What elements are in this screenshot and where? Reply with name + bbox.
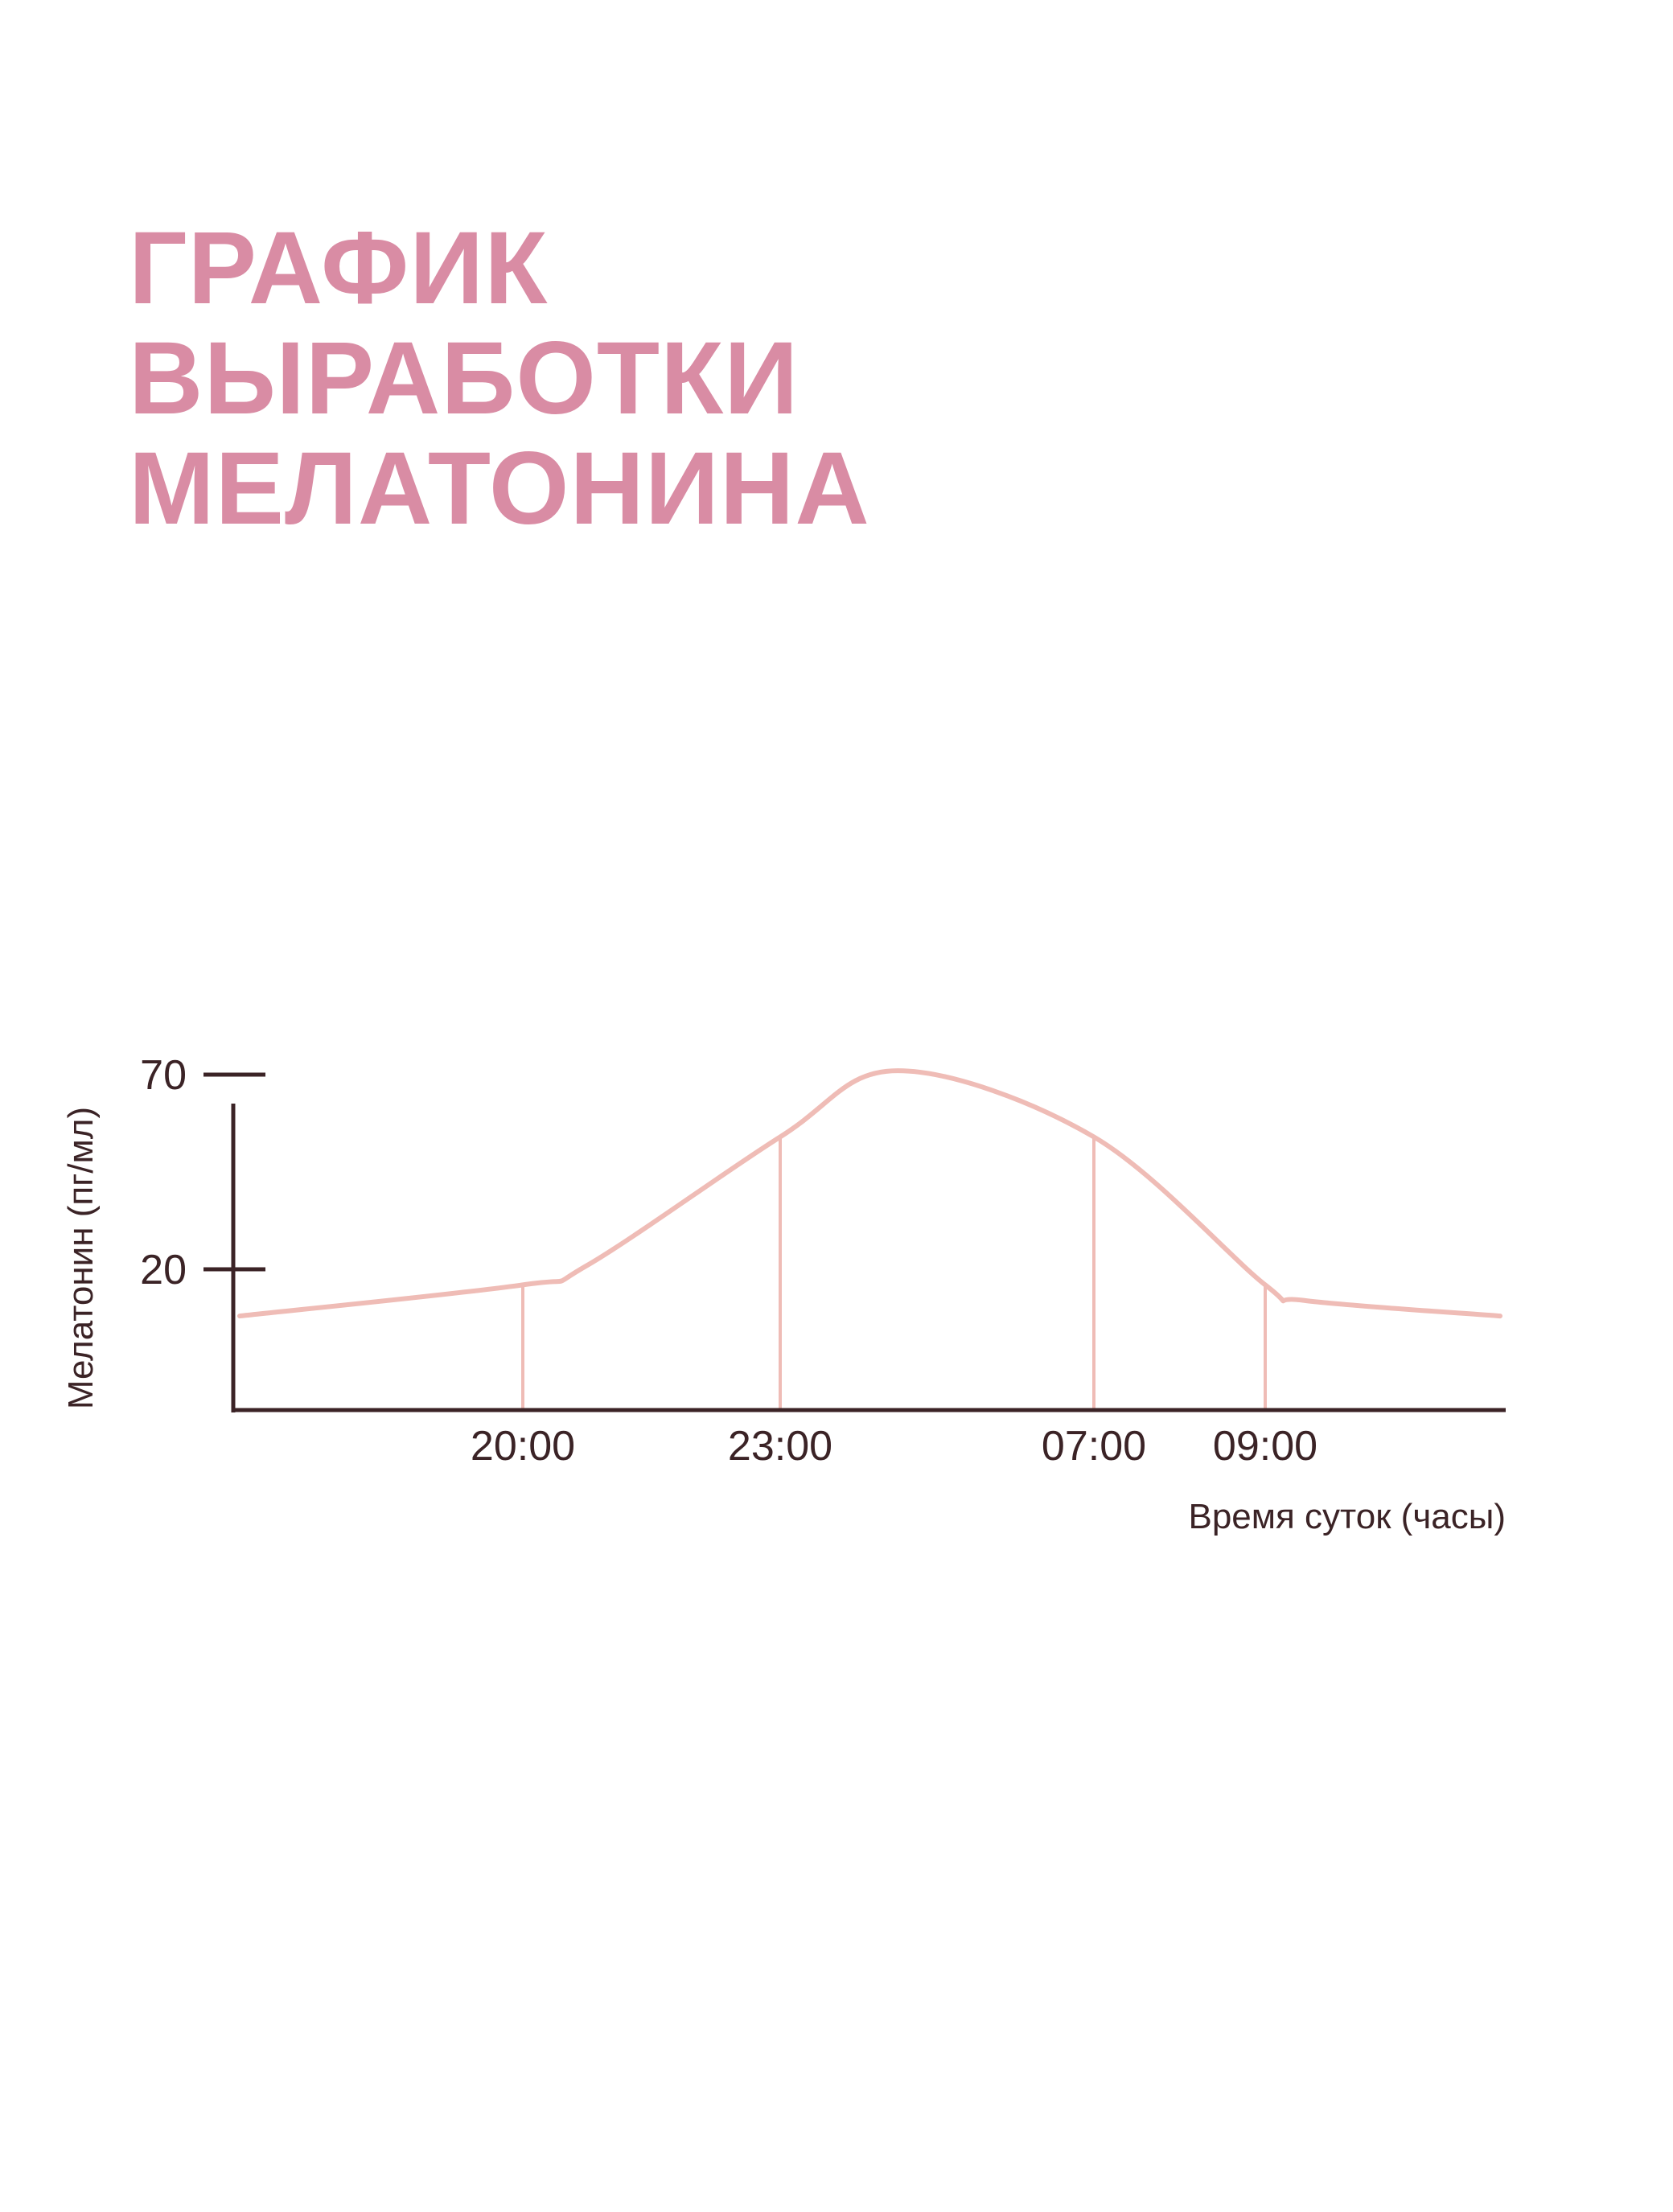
y-tick-label-70: 70 — [140, 1052, 187, 1099]
melatonin-curve — [237, 1068, 1502, 1319]
title-line-1: ГРАФИК — [129, 211, 549, 326]
x-ticks: 20:00 23:00 07:00 09:00 — [471, 1423, 1317, 1470]
x-axis-label: Время суток (часы) — [1188, 1497, 1506, 1536]
chart-title: ГРАФИК ВЫРАБОТКИ МЕЛАТОНИНА — [129, 213, 870, 544]
x-tick-label-2300: 23:00 — [728, 1423, 832, 1470]
y-axis-label: Мелатонин (пг/мл) — [61, 1107, 101, 1409]
x-tick-label-0900: 09:00 — [1213, 1423, 1317, 1470]
title-line-3: МЕЛАТОНИНА — [129, 431, 870, 546]
title-line-2: ВЫРАБОТКИ — [129, 321, 800, 436]
time-drop-lines — [521, 1137, 1267, 1408]
y-tick-label-20: 20 — [140, 1247, 187, 1293]
x-tick-label-2000: 20:00 — [471, 1423, 575, 1470]
x-tick-label-0700: 07:00 — [1042, 1423, 1146, 1470]
